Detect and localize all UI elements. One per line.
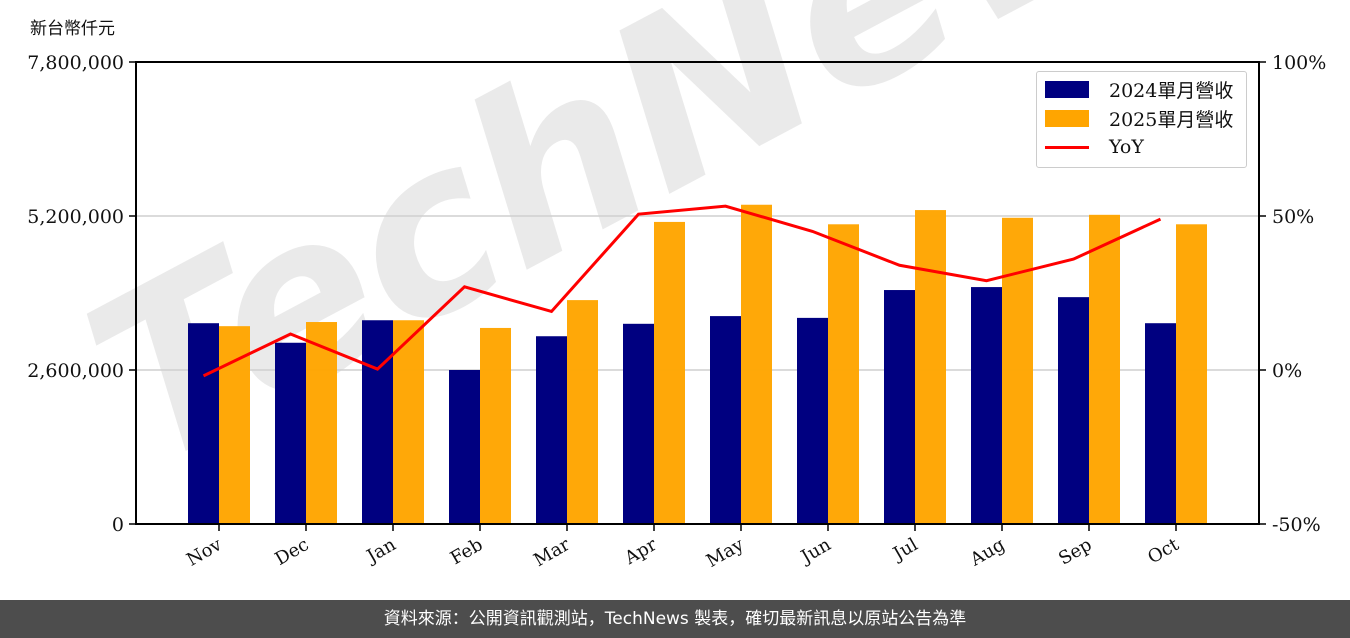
bar-2025-jan (393, 320, 424, 524)
x-tick-label-oct: Oct (1144, 534, 1183, 569)
left-tick-label: 7,800,000 (27, 52, 124, 74)
bar-2025-mar (567, 300, 598, 524)
x-tick-label-mar: Mar (530, 534, 574, 571)
chart-legend: 2024單月營收 2025單月營收 YoY (1036, 71, 1247, 168)
left-tick-label: 0 (112, 514, 124, 536)
x-tick-label-jan: Jan (362, 534, 400, 568)
bar-2024-dec (275, 342, 306, 524)
x-tick-label-jul: Jul (888, 534, 922, 566)
bar-2025-nov (219, 326, 250, 524)
x-tick-label-feb: Feb (447, 534, 487, 569)
bar-2024-jun (797, 317, 828, 524)
bar-2024-jul (884, 290, 915, 524)
bar-2024-mar (536, 336, 567, 524)
legend-item-2024: 2024單月營收 (1045, 78, 1234, 102)
bar-2024-aug (971, 287, 1002, 524)
x-tick-label-apr: Apr (620, 534, 660, 569)
yoy-line-series (202, 204, 1162, 378)
bar-2025-jun (828, 224, 859, 525)
yoy-line (202, 204, 1162, 378)
x-tick-label-dec: Dec (272, 534, 313, 570)
legend-label-yoy: YoY (1109, 136, 1144, 158)
y-axis-unit-label: 新台幣仟元 (30, 19, 115, 39)
axes (135, 61, 1260, 525)
legend-label-2025: 2025單月營收 (1109, 108, 1234, 131)
x-tick-label-may: May (703, 534, 748, 572)
plot-frame (135, 61, 1260, 525)
bar-2025-jul (915, 210, 946, 525)
bar-2024-may (710, 316, 741, 524)
bar-2025-aug (1002, 217, 1033, 524)
bar-2024-sep (1058, 297, 1089, 524)
legend-line-yoy (1045, 145, 1089, 149)
left-tick-label: 2,600,000 (27, 360, 124, 382)
x-tick-label-jun: Jun (796, 534, 835, 569)
legend-item-yoy: YoY (1045, 136, 1144, 158)
bar-2024-apr (623, 323, 654, 524)
right-axis-ticks: -50% 0% 50% 100% (1259, 52, 1326, 536)
bar-series (188, 204, 1207, 525)
bar-2024-oct (1145, 323, 1176, 524)
x-axis-ticks: Nov Dec Jan Feb Mar Apr May Jun Jul Aug Sep Oct (183, 524, 1183, 572)
right-tick-label: 50% (1272, 206, 1314, 228)
right-tick-label: -50% (1272, 514, 1321, 536)
legend-item-2025: 2025單月營收 (1045, 107, 1234, 131)
bar-2025-feb (480, 327, 511, 524)
source-footer: 資料來源：公開資訊觀測站，TechNews 製表，確切最新訊息以原站公告為準 (0, 600, 1350, 638)
bar-2024-jan (362, 320, 393, 524)
bar-2025-apr (654, 221, 685, 524)
legend-swatch-2024 (1045, 80, 1089, 98)
x-tick-label-aug: Aug (966, 534, 1009, 571)
left-tick-label: 5,200,000 (27, 206, 124, 228)
bar-2025-may (741, 204, 772, 524)
right-tick-label: 0% (1272, 360, 1302, 382)
right-tick-label: 100% (1272, 52, 1326, 74)
bar-2025-dec (306, 322, 337, 524)
bar-2025-oct (1176, 224, 1207, 525)
legend-swatch-2025 (1045, 109, 1089, 127)
bar-2024-feb (449, 370, 480, 524)
x-tick-label-nov: Nov (183, 534, 226, 571)
bar-2025-sep (1089, 214, 1120, 525)
legend-label-2024: 2024單月營收 (1109, 79, 1234, 102)
left-axis-ticks: 0 2,600,000 5,200,000 7,800,000 (27, 52, 136, 536)
bar-2024-nov (188, 323, 219, 524)
x-tick-label-sep: Sep (1055, 534, 1095, 569)
